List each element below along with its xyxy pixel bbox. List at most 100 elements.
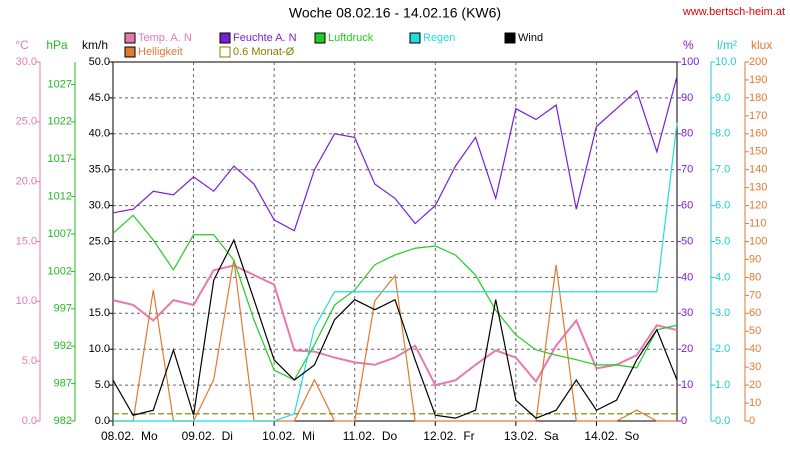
y-tick-label: 40 bbox=[749, 343, 761, 355]
y-tick-label: 35.0 bbox=[89, 164, 110, 176]
y-tick-label: 15.0 bbox=[89, 307, 110, 319]
axis-unit: km/h bbox=[82, 38, 108, 52]
y-tick-label: 30.0 bbox=[89, 200, 110, 212]
series-line bbox=[112, 238, 678, 419]
y-tick-label: 0.0 bbox=[95, 415, 110, 427]
y-tick-label: 90 bbox=[681, 92, 693, 104]
y-tick-label: 10.0 bbox=[16, 295, 37, 307]
legend-swatch bbox=[409, 32, 421, 44]
legend-swatch bbox=[314, 32, 326, 44]
y-tick-label: 170 bbox=[749, 110, 767, 122]
y-tick-label: 30 bbox=[681, 307, 693, 319]
y-tick-label: 10 bbox=[749, 397, 761, 409]
y-tick-label: 25.0 bbox=[16, 116, 37, 128]
y-tick-label: 110 bbox=[749, 217, 767, 229]
y-tick-label: 1022 bbox=[48, 116, 72, 128]
y-tick-label: 45.0 bbox=[89, 92, 110, 104]
y-tick-label: 150 bbox=[749, 146, 767, 158]
chart-title: Woche 08.02.16 - 14.02.16 (KW6) bbox=[289, 5, 501, 21]
y-tick-label: 20 bbox=[681, 343, 693, 355]
y-tick-label: 140 bbox=[749, 164, 767, 176]
y-tick-label: 3.0 bbox=[715, 307, 730, 319]
y-tick-label: 90 bbox=[749, 253, 761, 265]
x-tick-label: 09.02. Di bbox=[182, 429, 233, 443]
y-tick-label: 0.0 bbox=[22, 415, 37, 427]
y-tick-label: 25.0 bbox=[89, 235, 110, 247]
y-tick-label: 1.0 bbox=[715, 379, 730, 391]
legend-label: 0.6 Monat-Ø bbox=[233, 46, 295, 58]
y-tick-label: 120 bbox=[749, 200, 767, 212]
legend-label: Regen bbox=[423, 32, 455, 44]
y-tick-label: 5.0 bbox=[715, 235, 730, 247]
series-line bbox=[113, 259, 677, 422]
y-tick-label: 1002 bbox=[48, 265, 72, 277]
x-tick-label: 14.02. So bbox=[584, 429, 639, 443]
y-tick-label: 10.0 bbox=[715, 56, 736, 68]
legend-label: Luftdruck bbox=[328, 32, 374, 44]
legend-label: Temp. A. N bbox=[138, 32, 192, 44]
y-tick-label: 5.0 bbox=[22, 355, 37, 367]
y-tick-label: 160 bbox=[749, 128, 767, 140]
axis-unit: l/m² bbox=[717, 38, 737, 52]
y-tick-label: 70 bbox=[681, 164, 693, 176]
y-tick-label: 1017 bbox=[48, 153, 72, 165]
legend-swatch bbox=[219, 46, 231, 58]
y-tick-label: 30 bbox=[749, 361, 761, 373]
y-tick-label: 15.0 bbox=[16, 235, 37, 247]
y-tick-label: 20.0 bbox=[89, 271, 110, 283]
y-tick-label: 50 bbox=[681, 235, 693, 247]
legend-swatch bbox=[124, 32, 136, 44]
y-tick-label: 200 bbox=[749, 56, 767, 68]
y-tick-label: 6.0 bbox=[715, 200, 730, 212]
y-tick-label: 30.0 bbox=[16, 56, 37, 68]
y-tick-label: 180 bbox=[749, 92, 767, 104]
y-tick-label: 2.0 bbox=[715, 343, 730, 355]
legend-label: Helligkeit bbox=[138, 46, 183, 58]
legend-label: Feuchte A. N bbox=[233, 32, 297, 44]
y-tick-label: 100 bbox=[749, 235, 767, 247]
y-tick-label: 100 bbox=[681, 56, 699, 68]
series-line bbox=[113, 122, 678, 422]
y-tick-label: 50.0 bbox=[89, 56, 110, 68]
series-line bbox=[112, 76, 678, 232]
x-tick-label: 13.02. Sa bbox=[504, 429, 559, 443]
y-tick-label: 10 bbox=[681, 379, 693, 391]
y-tick-label: 40 bbox=[681, 271, 693, 283]
y-tick-label: 20 bbox=[749, 379, 761, 391]
y-tick-label: 982 bbox=[54, 415, 72, 427]
y-tick-label: 5.0 bbox=[95, 379, 110, 391]
legend-swatch bbox=[124, 46, 136, 58]
y-tick-label: 80 bbox=[749, 271, 761, 283]
series-line bbox=[112, 264, 678, 387]
y-tick-label: 190 bbox=[749, 74, 767, 86]
source-url: www.bertsch-heim.at bbox=[682, 6, 785, 18]
y-tick-label: 4.0 bbox=[715, 271, 730, 283]
legend-label: Wind bbox=[518, 32, 543, 44]
axis-unit: °C bbox=[15, 38, 29, 52]
y-tick-label: 10.0 bbox=[89, 343, 110, 355]
axis-unit: % bbox=[683, 38, 694, 52]
y-tick-label: 0 bbox=[749, 415, 755, 427]
x-tick-label: 08.02. Mo bbox=[101, 429, 158, 443]
y-tick-label: 9.0 bbox=[715, 92, 730, 104]
y-tick-label: 20.0 bbox=[16, 176, 37, 188]
y-tick-label: 1012 bbox=[48, 191, 72, 203]
y-tick-label: 70 bbox=[749, 289, 761, 301]
x-tick-label: 10.02. Mi bbox=[262, 429, 315, 443]
axis-unit: klux bbox=[751, 38, 772, 52]
legend-swatch bbox=[219, 32, 231, 44]
y-tick-label: 997 bbox=[54, 303, 72, 315]
y-tick-label: 60 bbox=[681, 200, 693, 212]
y-tick-label: 50 bbox=[749, 325, 761, 337]
legend-swatch bbox=[504, 32, 516, 44]
y-tick-label: 987 bbox=[54, 378, 72, 390]
x-tick-label: 11.02. Do bbox=[343, 429, 398, 443]
x-tick-label: 12.02. Fr bbox=[423, 429, 474, 443]
y-tick-label: 0.0 bbox=[715, 415, 730, 427]
axis-unit: hPa bbox=[46, 38, 68, 52]
y-tick-label: 8.0 bbox=[715, 128, 730, 140]
y-tick-label: 80 bbox=[681, 128, 693, 140]
y-tick-label: 7.0 bbox=[715, 164, 730, 176]
y-tick-label: 40.0 bbox=[89, 128, 110, 140]
